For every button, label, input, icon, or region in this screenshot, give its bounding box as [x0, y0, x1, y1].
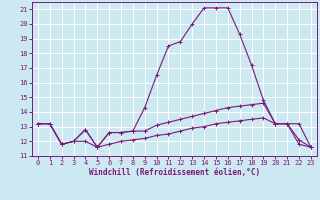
X-axis label: Windchill (Refroidissement éolien,°C): Windchill (Refroidissement éolien,°C) [89, 168, 260, 177]
